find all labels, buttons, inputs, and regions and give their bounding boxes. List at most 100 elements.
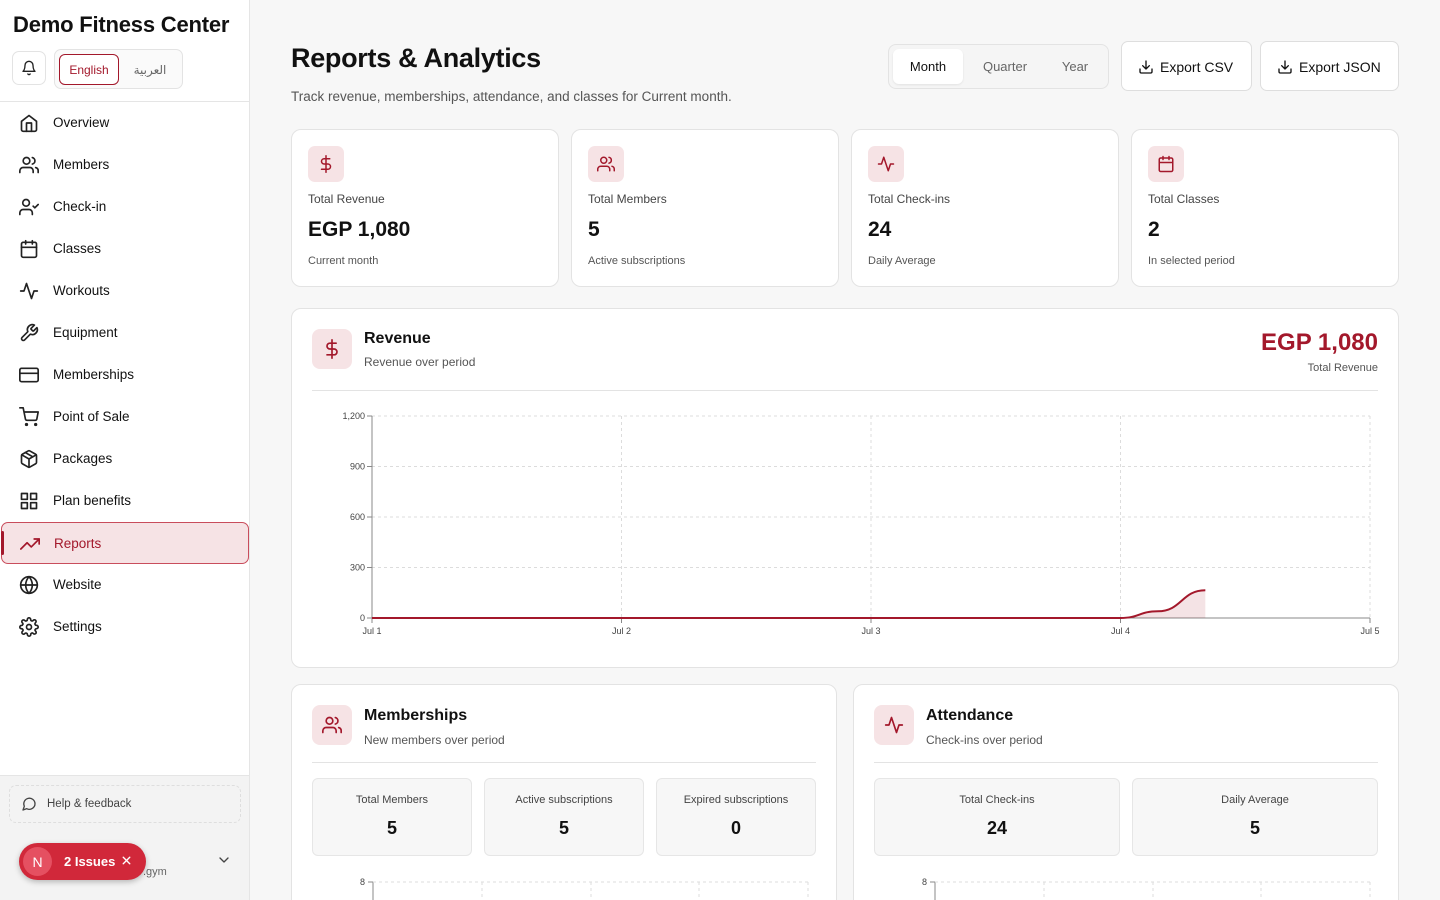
kpi-sublabel: Daily Average [868,255,936,267]
sidebar-item-overview[interactable]: Overview [1,102,249,144]
dollar-icon [326,339,338,359]
card-icon-box [312,705,352,745]
kpi-value: EGP 1,080 [308,218,411,241]
stat-label: Expired subscriptions [683,794,789,806]
home-icon [20,114,38,133]
download-icon [1139,60,1153,74]
card-title: Memberships [364,707,468,724]
kpi-value: 2 [1148,218,1160,241]
y-tick-label: 8 [360,877,365,887]
activity-icon [877,156,895,172]
revenue-total-value: EGP 1,080 [1261,329,1378,356]
sidebar-item-label: Classes [53,241,102,256]
sidebar-item-label: Check-in [53,199,107,214]
sidebar-item-settings[interactable]: Settings [1,606,249,648]
export-json-label: Export JSON [1299,59,1381,75]
export-csv-button[interactable]: Export CSV [1121,41,1252,91]
stat-total-checkins: Total Check-ins 24 [874,778,1120,856]
sidebar-item-members[interactable]: Members [1,144,249,186]
sidebar-item-memberships[interactable]: Memberships [1,354,249,396]
period-selector: Month Quarter Year [888,44,1109,89]
dollar-icon [320,155,332,173]
sidebar-item-workouts[interactable]: Workouts [1,270,249,312]
trending-up-icon [20,538,40,550]
card-subtitle: Check-ins over period [926,733,1043,747]
package-icon [20,449,38,469]
stat-label: Daily Average [1221,794,1289,806]
stat-total-members: Total Members 5 [312,778,472,856]
help-feedback-label: Help & feedback [47,798,132,810]
kpi-card-revenue: Total Revenue EGP 1,080 Current month [291,129,559,287]
period-year-tab[interactable]: Year [1061,59,1089,74]
sidebar-item-classes[interactable]: Classes [1,228,249,270]
calendar-icon [1158,155,1174,173]
page-subtitle: Track revenue, memberships, attendance, … [291,89,732,104]
stat-expired-subscriptions: Expired subscriptions 0 [656,778,816,856]
issues-badge[interactable]: N 2 Issues [19,843,146,880]
notifications-button[interactable] [12,51,46,85]
sidebar-divider [0,101,249,102]
revenue-total-label: Total Revenue [1307,362,1378,374]
stat-label: Active subscriptions [515,794,613,806]
y-tick-label: 900 [350,462,365,472]
card-subtitle: New members over period [364,733,505,747]
stat-value: 5 [1249,818,1260,838]
y-tick-label: 8 [922,877,927,887]
sidebar-item-check-in[interactable]: Check-in [1,186,249,228]
period-quarter-tab[interactable]: Quarter [982,59,1028,74]
export-csv-label: Export CSV [1160,59,1234,75]
kpi-sublabel: In selected period [1148,255,1235,267]
sidebar-item-label: Packages [53,451,113,466]
sidebar-item-label: Plan benefits [53,493,132,508]
page-title: Reports & Analytics [291,43,541,73]
kpi-icon-box [868,146,904,182]
memberships-chart: 8 [360,877,809,900]
calendar-icon [20,239,38,259]
kpi-card-checkins: Total Check-ins 24 Daily Average [851,129,1119,287]
memberships-card: Memberships New members over period Tota… [291,684,837,900]
x-tick-label: Jul 5 [1360,626,1379,636]
card-divider [312,390,1378,391]
kpi-value: 24 [868,218,892,241]
sidebar-item-packages[interactable]: Packages [1,438,249,480]
attendance-chart: 8 [922,877,1371,900]
sidebar-item-label: Settings [53,619,102,634]
help-feedback-button[interactable]: Help & feedback [9,785,241,823]
x-tick-label: Jul 2 [612,626,631,636]
users-icon [597,156,615,172]
bell-icon [22,60,36,76]
credit-card-icon [19,367,39,383]
stat-daily-average: Daily Average 5 [1132,778,1378,856]
chevron-down-icon[interactable] [216,852,232,868]
language-arabic-button[interactable]: العربية [133,62,167,77]
stat-value: 5 [386,818,397,838]
sidebar-item-equipment[interactable]: Equipment [1,312,249,354]
stat-label: Total Check-ins [959,794,1035,806]
kpi-label: Total Members [588,192,667,206]
card-title: Attendance [926,707,1014,724]
export-json-button[interactable]: Export JSON [1260,41,1399,91]
sidebar-item-plan-benefits[interactable]: Plan benefits [1,480,249,522]
y-tick-label: 300 [350,563,365,573]
sidebar-item-label: Workouts [53,283,110,298]
close-icon[interactable] [120,854,133,867]
kpi-label: Total Classes [1148,192,1220,206]
activity-icon [19,282,39,300]
revenue-area [372,590,1206,618]
x-tick-label: Jul 4 [1111,626,1130,636]
stat-label: Total Members [355,794,429,806]
language-english-button[interactable]: English [59,54,119,85]
cart-icon [19,407,39,427]
revenue-line [372,589,1206,619]
issues-text: 2 Issues [64,854,116,869]
period-month-tab[interactable]: Month [893,49,963,84]
users-icon [322,716,342,734]
users-icon [19,156,39,174]
kpi-label: Total Check-ins [868,192,951,206]
sidebar-item-website[interactable]: Website [1,564,249,606]
sidebar-item-point-of-sale[interactable]: Point of Sale [1,396,249,438]
kpi-value: 5 [588,218,600,241]
sidebar-item-reports[interactable]: Reports [1,522,249,564]
user-domain: .gym [143,866,167,878]
y-tick-label: 0 [360,613,365,623]
